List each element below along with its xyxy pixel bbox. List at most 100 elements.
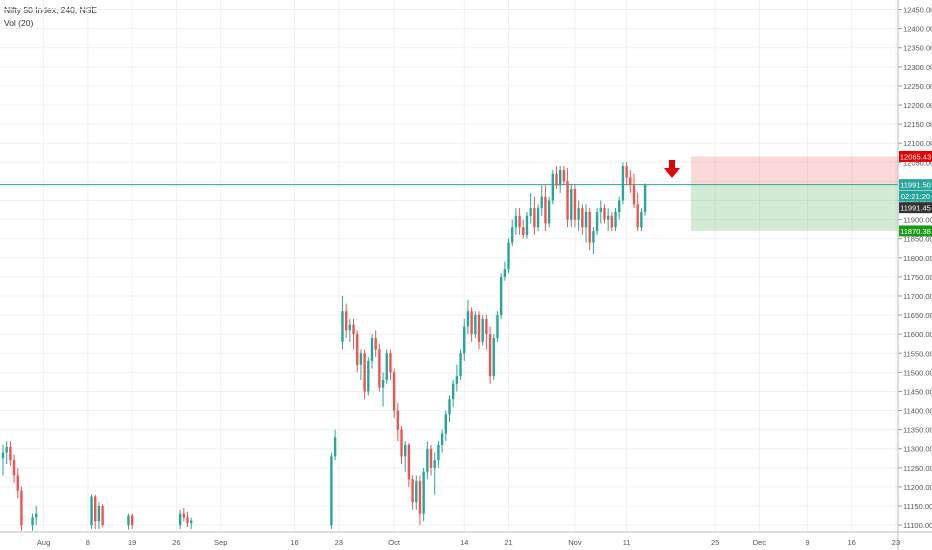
candle (547, 196, 551, 228)
candle (374, 330, 377, 358)
candle-body (492, 337, 495, 377)
candle (341, 295, 344, 350)
candle (584, 204, 588, 243)
volume-indicator-label: Vol (20) (4, 18, 34, 28)
candle (503, 261, 507, 281)
candle (389, 349, 392, 380)
candle (558, 166, 562, 193)
candle (94, 494, 97, 529)
x-tick-label: 26 (172, 538, 180, 547)
candle (577, 200, 580, 232)
candle (426, 441, 429, 480)
candle (411, 475, 414, 510)
x-tick-label: 16 (848, 538, 856, 547)
candle-body (359, 353, 363, 365)
bar-countdown-badge: 02:21:20 (899, 190, 932, 202)
candle-body (440, 433, 444, 445)
candle-body (385, 353, 388, 380)
x-tick-label: 16 (290, 538, 298, 547)
candle-body (499, 276, 503, 316)
candle (629, 169, 632, 193)
candle-body (411, 479, 414, 503)
candle-body (558, 169, 562, 186)
candle (536, 204, 540, 232)
candle (370, 334, 374, 369)
candle (31, 513, 34, 531)
candle-body (333, 437, 337, 457)
y-tick-label: 11600.00 (903, 330, 932, 339)
candle-body (1, 452, 5, 459)
candle-body (522, 227, 525, 235)
last-price-badge-text: 11991.50 (900, 181, 931, 190)
y-tick-label: 12050.00 (903, 158, 932, 167)
candle-body (12, 460, 16, 476)
candle-body (367, 360, 370, 392)
candle (481, 315, 484, 346)
candle (415, 475, 418, 510)
stop-price-badge-text: 12065.43 (900, 152, 931, 161)
candle-body (474, 315, 477, 335)
candle-body (459, 353, 462, 377)
candle-body (426, 448, 429, 472)
candle (588, 208, 591, 251)
candle-body (566, 181, 569, 220)
y-tick-label: 11500.00 (903, 368, 932, 377)
candle-body (547, 200, 551, 224)
stop-price-badge-bg (899, 150, 932, 162)
y-tick-label: 11100.00 (903, 521, 932, 530)
candle-body (344, 311, 348, 331)
candle (385, 349, 388, 384)
candle-body (189, 520, 193, 524)
candle-body (463, 326, 466, 354)
candle (433, 452, 436, 495)
candle (189, 517, 193, 529)
candle-body (370, 337, 374, 361)
candle-body (5, 446, 8, 453)
y-tick-label: 11550.00 (903, 349, 932, 358)
candle (182, 507, 186, 522)
price-axis: 12450.00 12400.00 12350.00 12300.00 12250.00… (897, 0, 932, 550)
candle (625, 162, 628, 186)
candle (466, 299, 470, 335)
candle (407, 443, 411, 487)
candle (636, 192, 639, 232)
candle-body (640, 211, 643, 228)
candle (514, 208, 518, 235)
candle-body (529, 208, 532, 216)
candle-body (444, 414, 447, 434)
candle (507, 238, 510, 274)
candle-body (614, 211, 617, 228)
candle-body (618, 200, 621, 212)
candle (540, 185, 543, 216)
candle (444, 410, 447, 442)
bar-countdown-badge-text: 02:21:20 (901, 192, 930, 201)
candle-body (404, 444, 407, 457)
candle-body (592, 231, 595, 243)
candle (555, 166, 558, 190)
candle (610, 211, 614, 232)
x-tick-label: Aug (37, 538, 50, 547)
candle (330, 452, 333, 529)
x-tick-label: 14 (460, 538, 468, 547)
candle-body (455, 376, 459, 384)
candle (12, 454, 16, 484)
candle (352, 318, 355, 350)
candle-body (540, 196, 543, 209)
candle-body (186, 517, 189, 524)
candle-body (477, 315, 481, 342)
bar-countdown-badge-bg (899, 190, 932, 202)
candle-body (610, 215, 614, 228)
candle (455, 364, 459, 392)
last-price-badge-bg (899, 179, 932, 191)
y-tick-label: 11400.00 (903, 407, 932, 416)
candle-body (31, 517, 34, 526)
candle (437, 441, 440, 468)
candle-body (551, 173, 555, 201)
y-tick-label: 12200.00 (903, 101, 932, 110)
candle (422, 467, 425, 522)
candle (396, 402, 400, 442)
candle-body (374, 337, 377, 350)
candle (643, 183, 647, 216)
candle-body (9, 446, 12, 461)
